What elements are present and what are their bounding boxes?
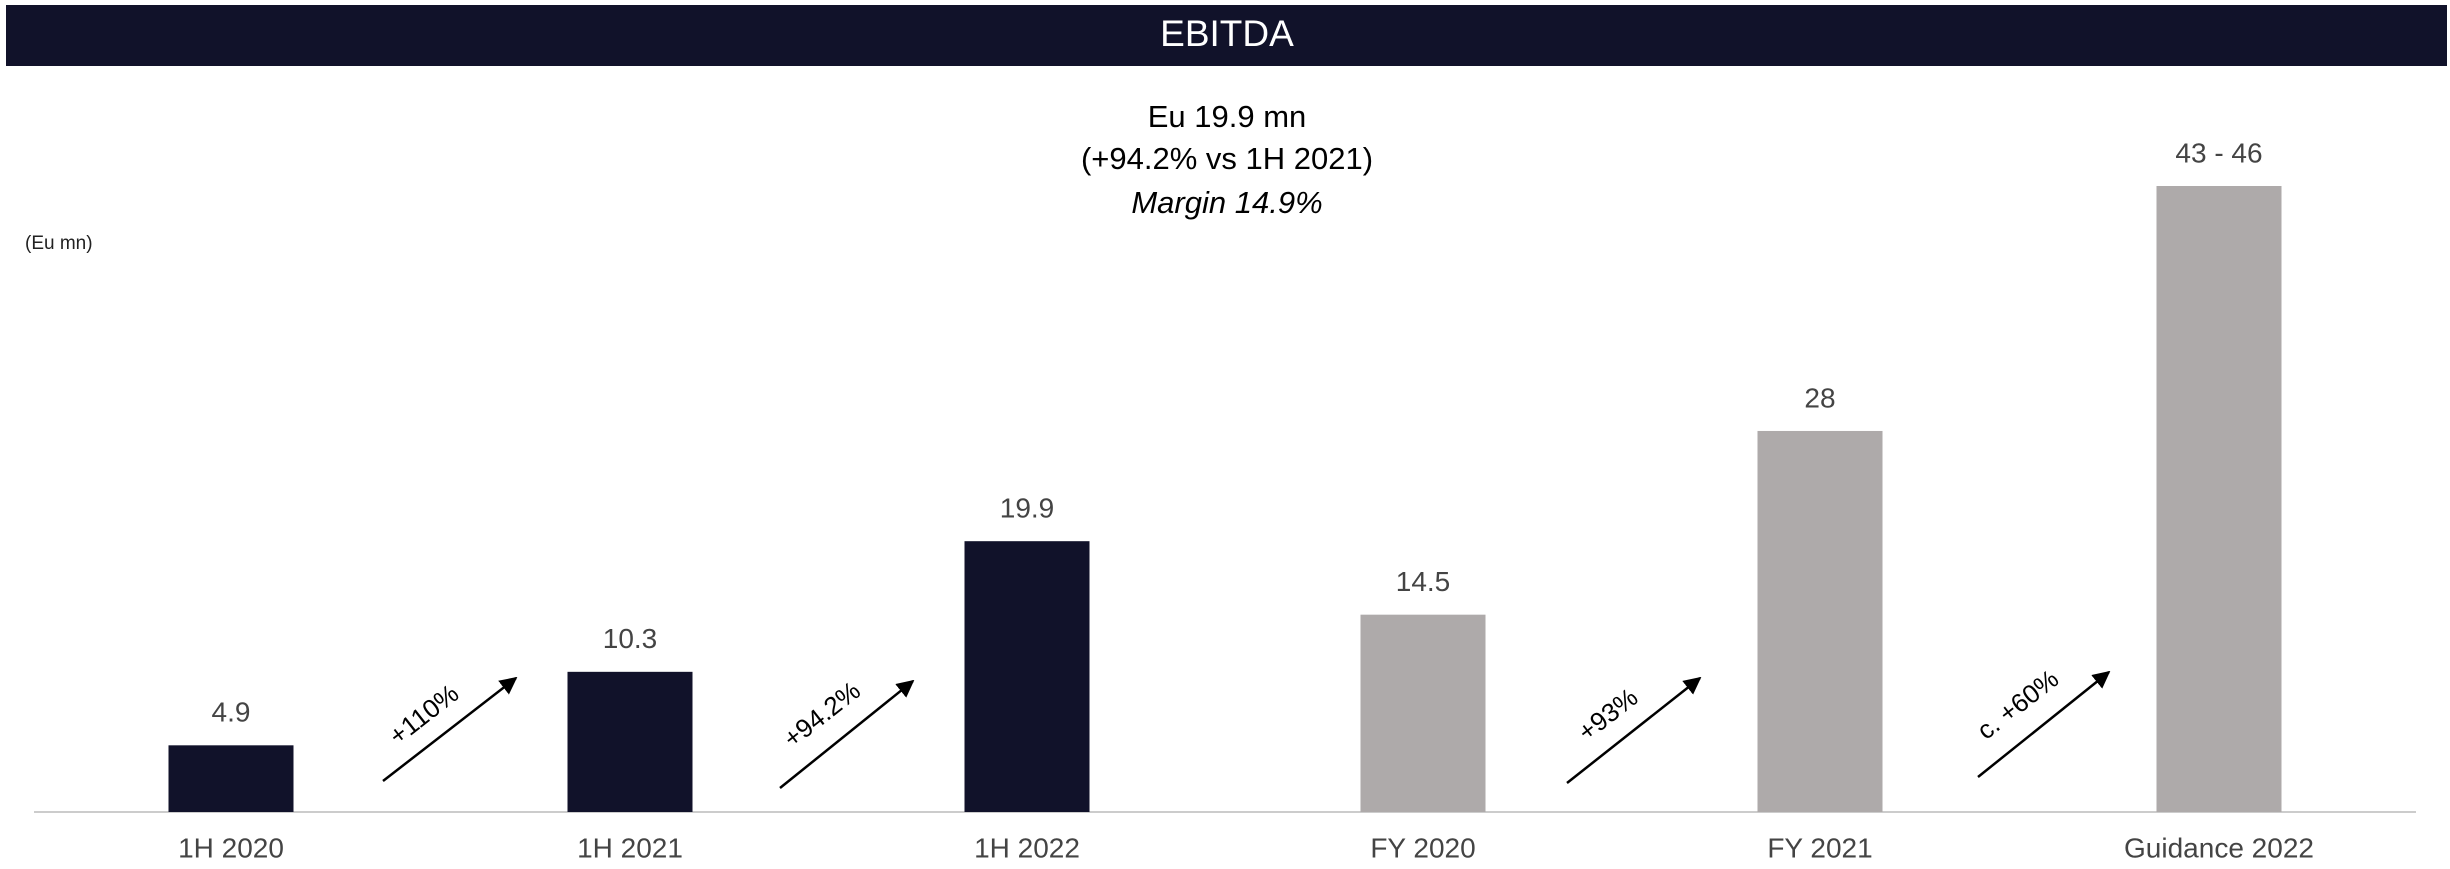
bar (1757, 430, 1883, 812)
x-tick-label: 1H 2021 (577, 832, 683, 863)
value-label: 4.9 (212, 697, 251, 728)
x-tick-label: 1H 2020 (178, 832, 284, 863)
callout-line: (+94.2% vs 1H 2021) (1081, 141, 1373, 176)
growth-label: +93% (1572, 682, 1643, 747)
growth-arrow (382, 676, 518, 782)
bar (964, 541, 1090, 812)
x-tick-label: Guidance 2022 (2124, 832, 2314, 863)
value-label: 43 - 46 (2175, 137, 2262, 168)
callout-line: Margin 14.9% (1131, 185, 1322, 220)
value-label: 28 (1804, 382, 1835, 413)
bar (2156, 186, 2282, 812)
bar (168, 745, 294, 812)
growth-arrow (1977, 670, 2111, 778)
value-label: 19.9 (1000, 493, 1055, 524)
growth-label: c. +60% (1971, 663, 2064, 745)
x-tick-label: 1H 2022 (974, 832, 1080, 863)
bar (567, 671, 693, 812)
callout-line: Eu 19.9 mn (1148, 99, 1307, 134)
axis-unit: (Eu mn) (25, 233, 93, 254)
growth-label: +110% (383, 678, 464, 751)
growth-label: +94.2% (777, 675, 866, 753)
growth-arrow (779, 679, 915, 789)
title-banner (6, 5, 2447, 66)
value-label: 10.3 (603, 623, 658, 654)
x-tick-label: FY 2021 (1767, 832, 1872, 863)
growth-arrow (1566, 676, 1702, 784)
x-tick-label: FY 2020 (1370, 832, 1475, 863)
value-label: 14.5 (1396, 566, 1451, 597)
bar (1360, 614, 1486, 812)
chart-title: EBITDA (1160, 13, 1294, 54)
